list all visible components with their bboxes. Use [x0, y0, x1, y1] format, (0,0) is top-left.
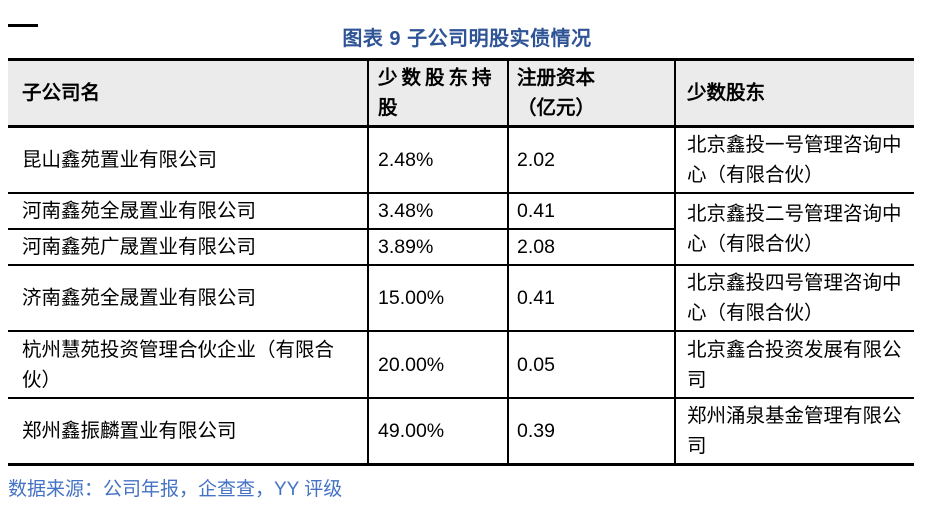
data-source-note: 数据来源：公司年报，企查查，YY 评级	[8, 479, 343, 500]
header-row: 子公司名 少数股东持 股 注册资本 （亿元） 少数股东	[8, 59, 914, 128]
minority-shareholder-merged-cell: 北京鑫投二号管理咨询中 心（有限合伙）	[674, 192, 914, 265]
minority-stake-cell: 49.00%	[367, 397, 508, 465]
table-row: 杭州慧苑投资管理合伙企业（有限合 伙） 20.00% 0.05 北京鑫合投资发展…	[8, 330, 914, 398]
col-header-subsidiary-name: 子公司名	[8, 59, 368, 128]
minority-shareholder-cell: 北京鑫投一号管理咨询中 心（有限合伙）	[674, 125, 914, 193]
minority-stake-cell: 15.00%	[367, 264, 508, 331]
subsidiary-name-cell: 河南鑫苑全晟置业有限公司	[8, 192, 368, 229]
minority-shareholder-cell: 北京鑫合投资发展有限公 司	[674, 330, 914, 398]
minority-stake-cell: 3.48%	[367, 192, 508, 229]
minority-stake-cell: 20.00%	[367, 330, 508, 398]
minority-stake-cell: 3.89%	[367, 228, 508, 265]
minority-stake-cell: 2.48%	[367, 125, 508, 193]
subsidiary-equity-debt-table: 子公司名 少数股东持 股 注册资本 （亿元） 少数股东 昆山鑫苑置业有限公司 2…	[8, 58, 914, 466]
table-row: 昆山鑫苑置业有限公司 2.48% 2.02 北京鑫投一号管理咨询中 心（有限合伙…	[8, 125, 914, 193]
page-rule-fragment	[8, 24, 38, 27]
registered-capital-cell: 2.02	[507, 125, 675, 193]
registered-capital-cell: 0.41	[507, 192, 675, 229]
figure-title: 图表 9 子公司明股实债情况	[342, 28, 592, 50]
registered-capital-cell: 0.41	[507, 264, 675, 331]
registered-capital-cell: 2.08	[507, 228, 675, 265]
table-row: 河南鑫苑广晟置业有限公司 3.89% 2.08	[8, 228, 914, 265]
subsidiary-name-cell: 郑州鑫振麟置业有限公司	[8, 397, 368, 465]
col-header-registered-capital: 注册资本 （亿元）	[507, 59, 675, 128]
col-header-minority-shareholder: 少数股东	[674, 59, 914, 128]
registered-capital-cell: 0.39	[507, 397, 675, 465]
table-row: 济南鑫苑全晟置业有限公司 15.00% 0.41 北京鑫投四号管理咨询中 心（有…	[8, 264, 914, 331]
table-row: 郑州鑫振麟置业有限公司 49.00% 0.39 郑州涌泉基金管理有限公 司	[8, 397, 914, 465]
subsidiary-name-cell: 济南鑫苑全晟置业有限公司	[8, 264, 368, 331]
col-header-minority-stake: 少数股东持 股	[367, 59, 508, 128]
subsidiary-name-cell: 昆山鑫苑置业有限公司	[8, 125, 368, 193]
minority-shareholder-cell: 北京鑫投四号管理咨询中 心（有限合伙）	[674, 264, 914, 331]
table-row: 河南鑫苑全晟置业有限公司 3.48% 0.41 北京鑫投二号管理咨询中 心（有限…	[8, 192, 914, 265]
subsidiary-name-cell: 杭州慧苑投资管理合伙企业（有限合 伙）	[8, 330, 368, 398]
registered-capital-cell: 0.05	[507, 330, 675, 398]
subsidiary-name-cell: 河南鑫苑广晟置业有限公司	[8, 228, 368, 265]
minority-shareholder-cell: 郑州涌泉基金管理有限公 司	[674, 397, 914, 465]
